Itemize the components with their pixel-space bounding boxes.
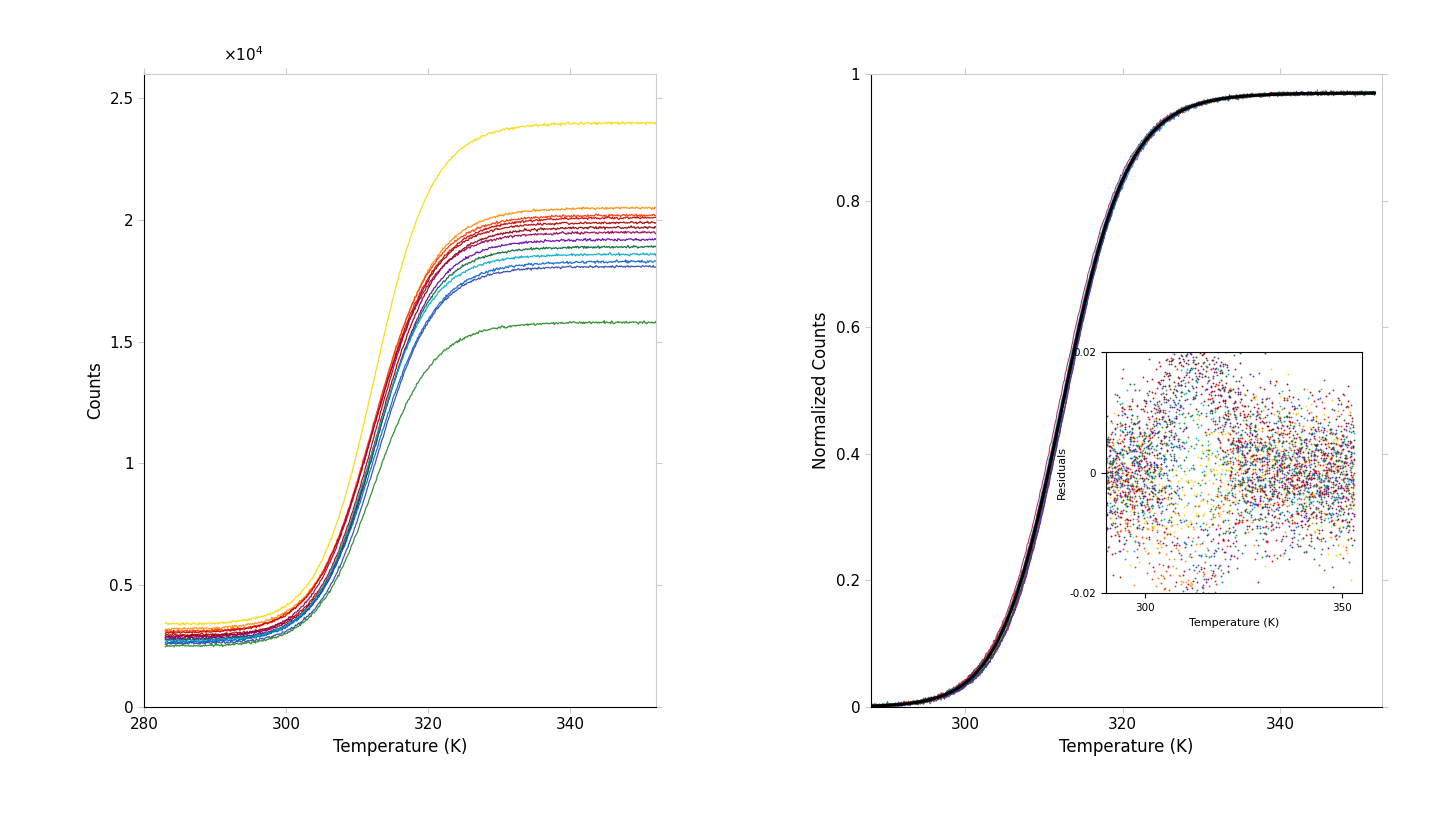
Text: $\times 10^4$: $\times 10^4$ — [223, 46, 264, 64]
X-axis label: Temperature (K): Temperature (K) — [1060, 738, 1194, 756]
Y-axis label: Normalized Counts: Normalized Counts — [812, 312, 831, 469]
Y-axis label: Counts: Counts — [86, 362, 104, 419]
X-axis label: Temperature (K): Temperature (K) — [333, 738, 467, 756]
